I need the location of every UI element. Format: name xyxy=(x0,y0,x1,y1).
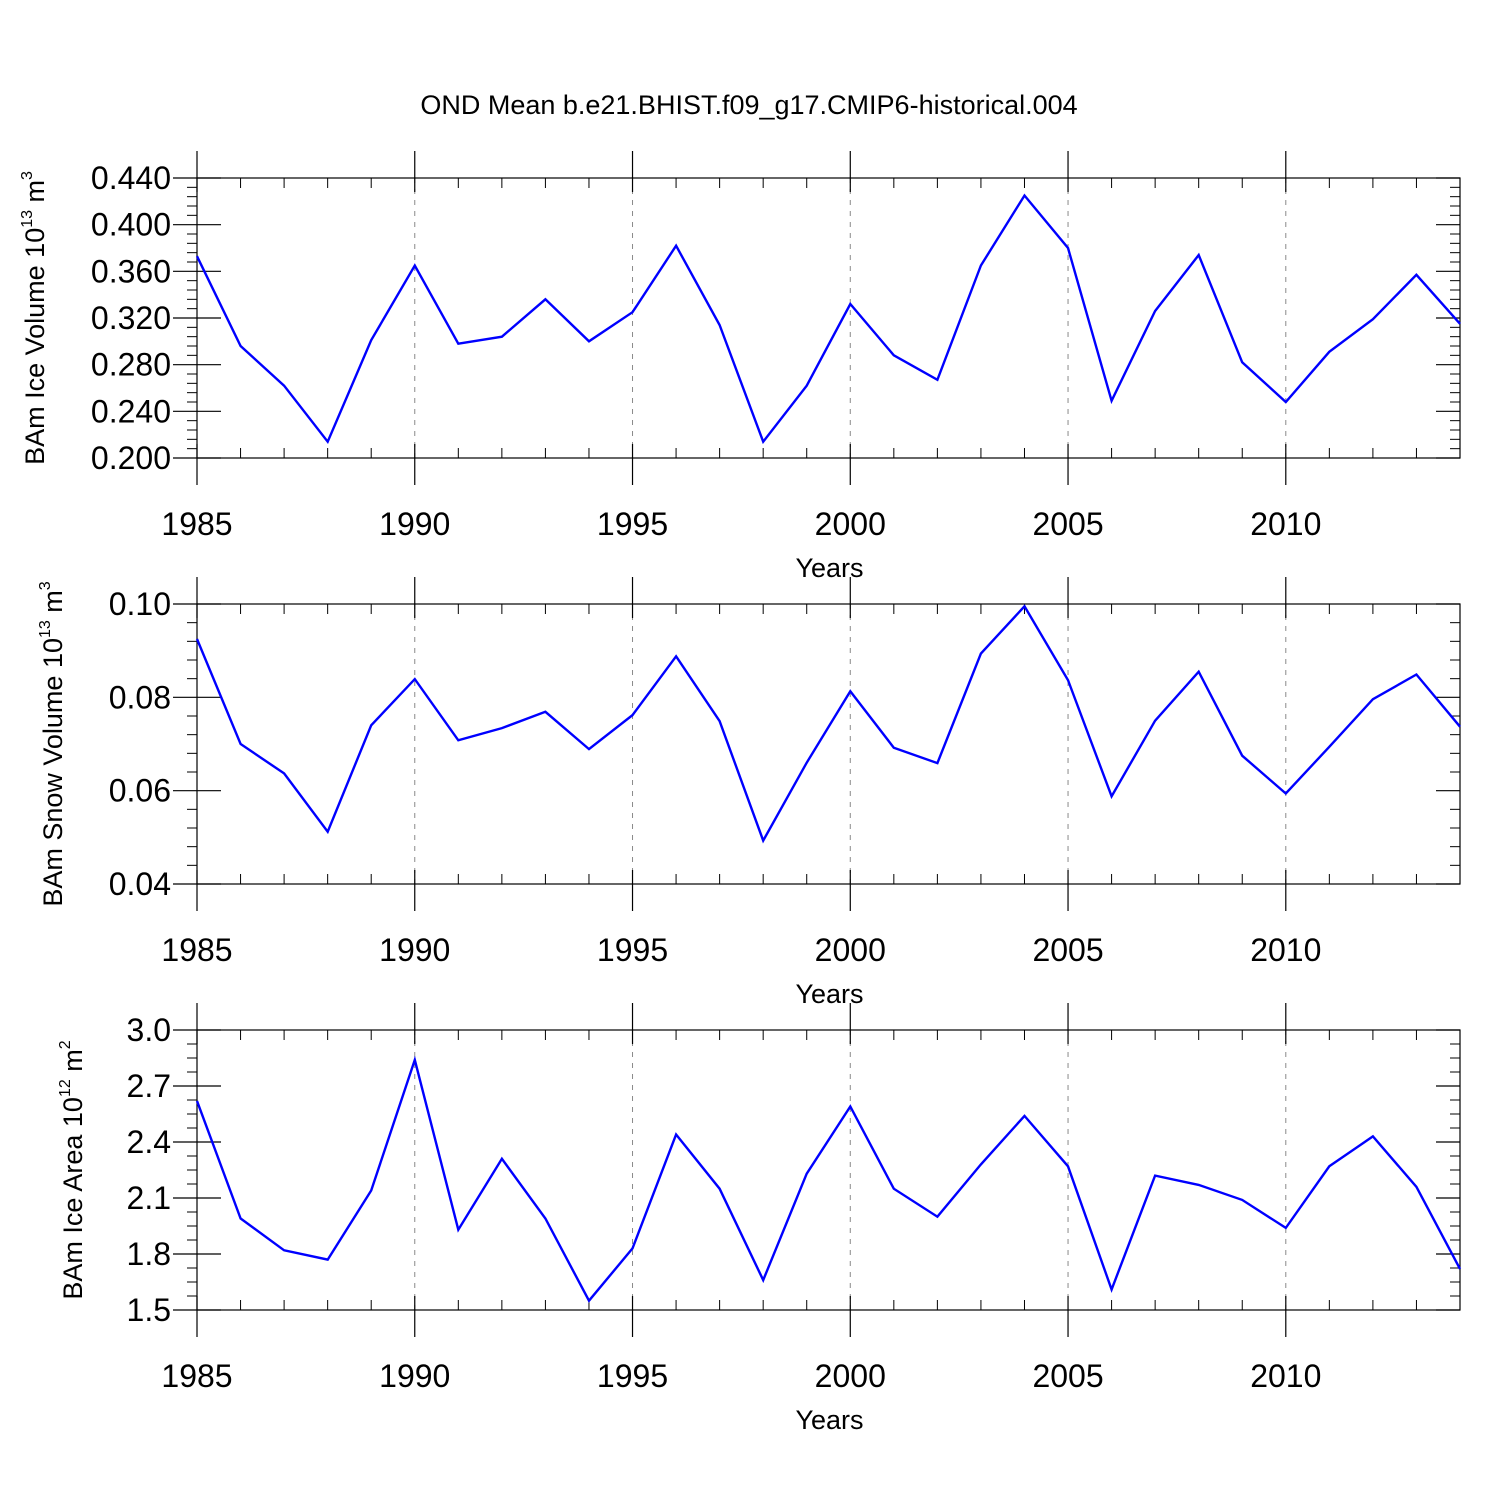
x-axis-label: Years xyxy=(795,979,863,1009)
x-tick-label: 1995 xyxy=(597,1358,668,1394)
x-tick-label: 1985 xyxy=(161,506,232,542)
x-tick-label: 1990 xyxy=(379,932,450,968)
series-line-bam-ice-volume xyxy=(195,193,1461,445)
y-axis-label: BAm Ice Area 1012 m2 xyxy=(57,1040,88,1299)
y-axis-label-superscript: 2 xyxy=(57,1040,74,1049)
x-tick-label: 1995 xyxy=(597,506,668,542)
y-tick-label: 0.280 xyxy=(91,347,171,383)
y-tick-label: 0.04 xyxy=(109,866,171,902)
x-tick-label: 1990 xyxy=(379,1358,450,1394)
y-tick-label: 1.5 xyxy=(127,1292,171,1328)
plot-frame xyxy=(196,603,1461,885)
y-tick-label: 0.200 xyxy=(91,440,171,476)
y-tick-label: 0.08 xyxy=(109,679,171,715)
y-axis-label: BAm Snow Volume 1013 m3 xyxy=(37,581,68,906)
y-tick-label: 0.440 xyxy=(91,160,171,196)
y-tick-label: 2.7 xyxy=(127,1068,171,1104)
x-tick-label: 2000 xyxy=(815,932,886,968)
chart-panel-1: 1985 1990 1995 2000 2005 2010 0.200 0.240 0.280 0… xyxy=(19,151,1461,583)
plot-frame xyxy=(196,177,1461,459)
y-tick-label: 2.1 xyxy=(127,1180,171,1216)
y-tick-label: 2.4 xyxy=(127,1124,171,1160)
y-axis-label-superscript: 13 xyxy=(19,210,36,228)
x-tick-label: 2000 xyxy=(815,1358,886,1394)
y-tick-label: 0.06 xyxy=(109,773,171,809)
y-axis-label-text: m xyxy=(58,1049,88,1079)
x-tick-label: 2010 xyxy=(1250,932,1321,968)
y-axis-label-text: m xyxy=(20,180,50,210)
figure-title: OND Mean b.e21.BHIST.f09_g17.CMIP6-histo… xyxy=(420,90,1077,120)
y-axis-label-superscript: 13 xyxy=(37,620,54,638)
series-line-bam-ice-area xyxy=(195,1055,1462,1303)
plot-frame xyxy=(196,1029,1461,1311)
y-axis-label-text: BAm Ice Volume 10 xyxy=(20,228,50,465)
y-axis-label: BAm Ice Volume 1013 m3 xyxy=(19,171,50,465)
x-axis-label: Years xyxy=(795,553,863,583)
x-tick-label: 2005 xyxy=(1032,506,1103,542)
y-tick-label: 3.0 xyxy=(127,1012,171,1048)
x-tick-label: 2005 xyxy=(1032,1358,1103,1394)
y-axis-label-superscript: 12 xyxy=(57,1079,74,1097)
chart-panel-3: 1985 1990 1995 2000 2005 2010 1.5 1.8 2.1 2.4 2.7 3… xyxy=(57,1003,1462,1435)
x-tick-label: 2010 xyxy=(1250,1358,1321,1394)
y-tick-label: 0.400 xyxy=(91,207,171,243)
chart-panel-2: 1985 1990 1995 2000 2005 2010 0.04 0.06 0.08 0.10… xyxy=(37,577,1461,1009)
x-tick-label: 1985 xyxy=(161,932,232,968)
x-axis-label: Years xyxy=(795,1405,863,1435)
y-tick-label: 0.320 xyxy=(91,300,171,336)
x-tick-label: 2010 xyxy=(1250,506,1321,542)
y-axis-label-text: BAm Snow Volume 10 xyxy=(38,638,68,907)
y-tick-label: 0.240 xyxy=(91,393,171,429)
x-tick-label: 1990 xyxy=(379,506,450,542)
y-axis-label-superscript: 3 xyxy=(19,171,36,180)
x-tick-label: 1995 xyxy=(597,932,668,968)
x-tick-label: 1985 xyxy=(161,1358,232,1394)
y-tick-label: 0.360 xyxy=(91,253,171,289)
y-axis-label-superscript: 3 xyxy=(37,581,54,590)
y-axis-label-text: m xyxy=(38,590,68,620)
y-tick-label: 1.8 xyxy=(127,1236,171,1272)
y-axis-label-text: BAm Ice Area 10 xyxy=(58,1097,88,1300)
x-tick-label: 2000 xyxy=(815,506,886,542)
y-tick-label: 0.10 xyxy=(109,586,171,622)
series-line-bam-snow-volume xyxy=(195,604,1461,844)
x-tick-label: 2005 xyxy=(1032,932,1103,968)
